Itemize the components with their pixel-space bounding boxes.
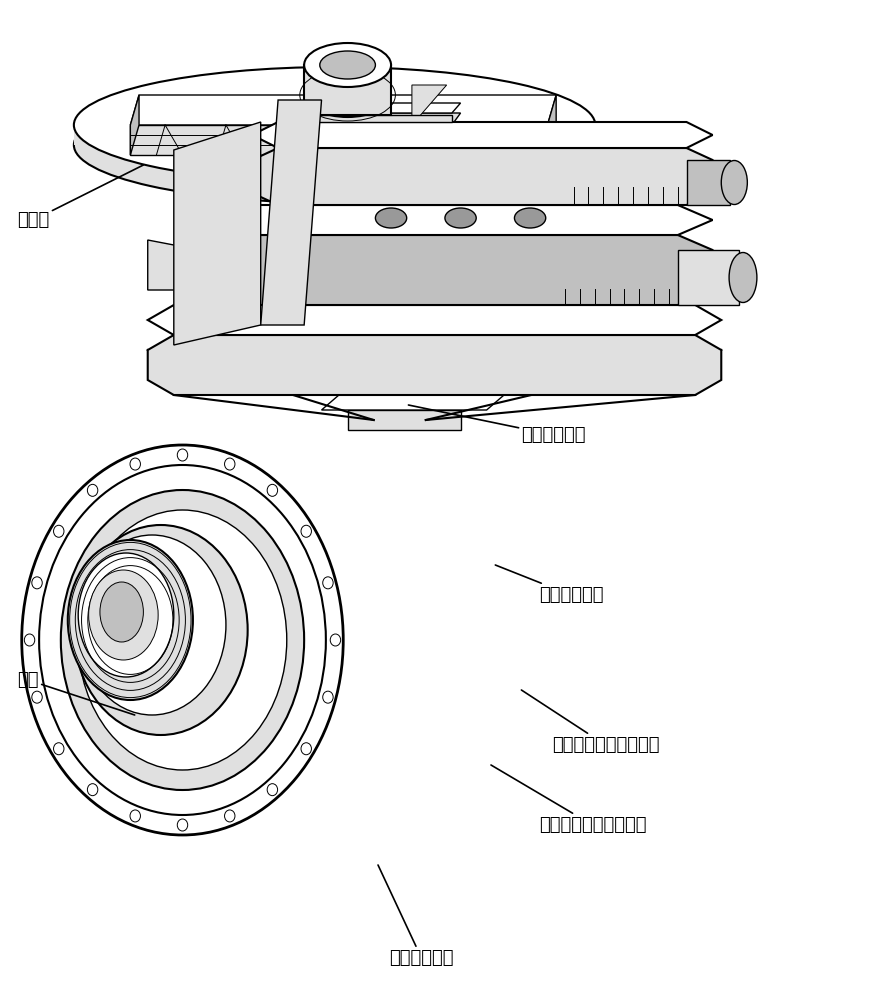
Text: 转动驱动机构: 转动驱动机构 bbox=[378, 865, 454, 967]
Text: 第一方向位置调整单元: 第一方向位置调整单元 bbox=[521, 690, 660, 754]
Ellipse shape bbox=[130, 810, 141, 822]
Ellipse shape bbox=[301, 525, 311, 537]
Ellipse shape bbox=[267, 784, 277, 796]
Ellipse shape bbox=[100, 582, 143, 642]
Ellipse shape bbox=[304, 73, 391, 117]
Polygon shape bbox=[348, 103, 461, 113]
Ellipse shape bbox=[88, 784, 98, 796]
Polygon shape bbox=[130, 95, 556, 125]
Ellipse shape bbox=[54, 743, 64, 755]
Ellipse shape bbox=[445, 208, 476, 228]
Ellipse shape bbox=[54, 525, 64, 537]
Polygon shape bbox=[200, 235, 713, 305]
Polygon shape bbox=[252, 148, 713, 205]
Ellipse shape bbox=[22, 445, 343, 835]
Ellipse shape bbox=[721, 160, 747, 204]
Polygon shape bbox=[348, 113, 461, 125]
Ellipse shape bbox=[78, 553, 174, 677]
Polygon shape bbox=[148, 240, 200, 290]
Text: 天线: 天线 bbox=[17, 671, 135, 715]
Ellipse shape bbox=[88, 484, 98, 496]
Ellipse shape bbox=[32, 577, 43, 589]
Text: 电动调整结构: 电动调整结构 bbox=[495, 565, 603, 604]
Ellipse shape bbox=[177, 449, 188, 461]
Ellipse shape bbox=[61, 490, 304, 790]
Polygon shape bbox=[130, 125, 547, 155]
Text: 旋转台: 旋转台 bbox=[17, 165, 143, 229]
Polygon shape bbox=[304, 65, 391, 115]
Ellipse shape bbox=[224, 458, 235, 470]
Polygon shape bbox=[148, 335, 721, 395]
Ellipse shape bbox=[130, 458, 141, 470]
Polygon shape bbox=[287, 115, 452, 122]
Ellipse shape bbox=[74, 67, 595, 183]
Ellipse shape bbox=[729, 252, 757, 302]
Ellipse shape bbox=[322, 577, 333, 589]
Ellipse shape bbox=[89, 570, 158, 660]
Polygon shape bbox=[148, 305, 721, 335]
Ellipse shape bbox=[177, 819, 188, 831]
Ellipse shape bbox=[74, 525, 248, 735]
Ellipse shape bbox=[320, 51, 375, 79]
Ellipse shape bbox=[74, 87, 595, 203]
Polygon shape bbox=[412, 85, 447, 125]
Ellipse shape bbox=[78, 535, 226, 715]
Text: 第二方向位置调整单元: 第二方向位置调整单元 bbox=[491, 765, 647, 834]
Polygon shape bbox=[261, 100, 322, 325]
Ellipse shape bbox=[267, 484, 277, 496]
Polygon shape bbox=[348, 410, 461, 430]
Ellipse shape bbox=[304, 43, 391, 87]
Polygon shape bbox=[687, 160, 730, 205]
Ellipse shape bbox=[68, 540, 193, 700]
Ellipse shape bbox=[301, 743, 311, 755]
Polygon shape bbox=[322, 395, 504, 410]
Ellipse shape bbox=[322, 691, 333, 703]
Polygon shape bbox=[388, 125, 412, 420]
Polygon shape bbox=[130, 95, 139, 155]
Ellipse shape bbox=[330, 634, 341, 646]
Polygon shape bbox=[174, 122, 261, 345]
Polygon shape bbox=[252, 122, 713, 148]
Ellipse shape bbox=[32, 691, 43, 703]
Polygon shape bbox=[678, 250, 739, 305]
Ellipse shape bbox=[514, 208, 546, 228]
Ellipse shape bbox=[375, 208, 407, 228]
Polygon shape bbox=[353, 85, 388, 125]
Polygon shape bbox=[200, 205, 713, 235]
Text: 旋转台输出轴: 旋转台输出轴 bbox=[408, 405, 586, 444]
Polygon shape bbox=[547, 95, 556, 155]
Ellipse shape bbox=[78, 510, 287, 770]
Ellipse shape bbox=[24, 634, 35, 646]
Ellipse shape bbox=[224, 810, 235, 822]
Polygon shape bbox=[74, 125, 595, 145]
